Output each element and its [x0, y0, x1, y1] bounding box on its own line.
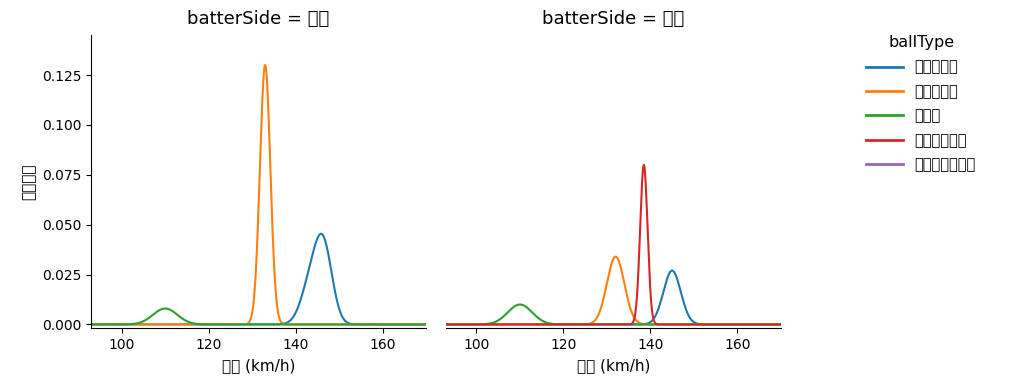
Title: batterSide = 左打: batterSide = 左打: [542, 10, 684, 28]
Title: batterSide = 右打: batterSide = 右打: [188, 10, 330, 28]
Y-axis label: 確率密度: 確率密度: [21, 163, 37, 200]
X-axis label: 球速 (km/h): 球速 (km/h): [577, 358, 650, 373]
Legend: ストレート, スライダー, カーブ, カットボール, チェンジアップ: ストレート, スライダー, カーブ, カットボール, チェンジアップ: [861, 29, 982, 178]
X-axis label: 球速 (km/h): 球速 (km/h): [222, 358, 295, 373]
